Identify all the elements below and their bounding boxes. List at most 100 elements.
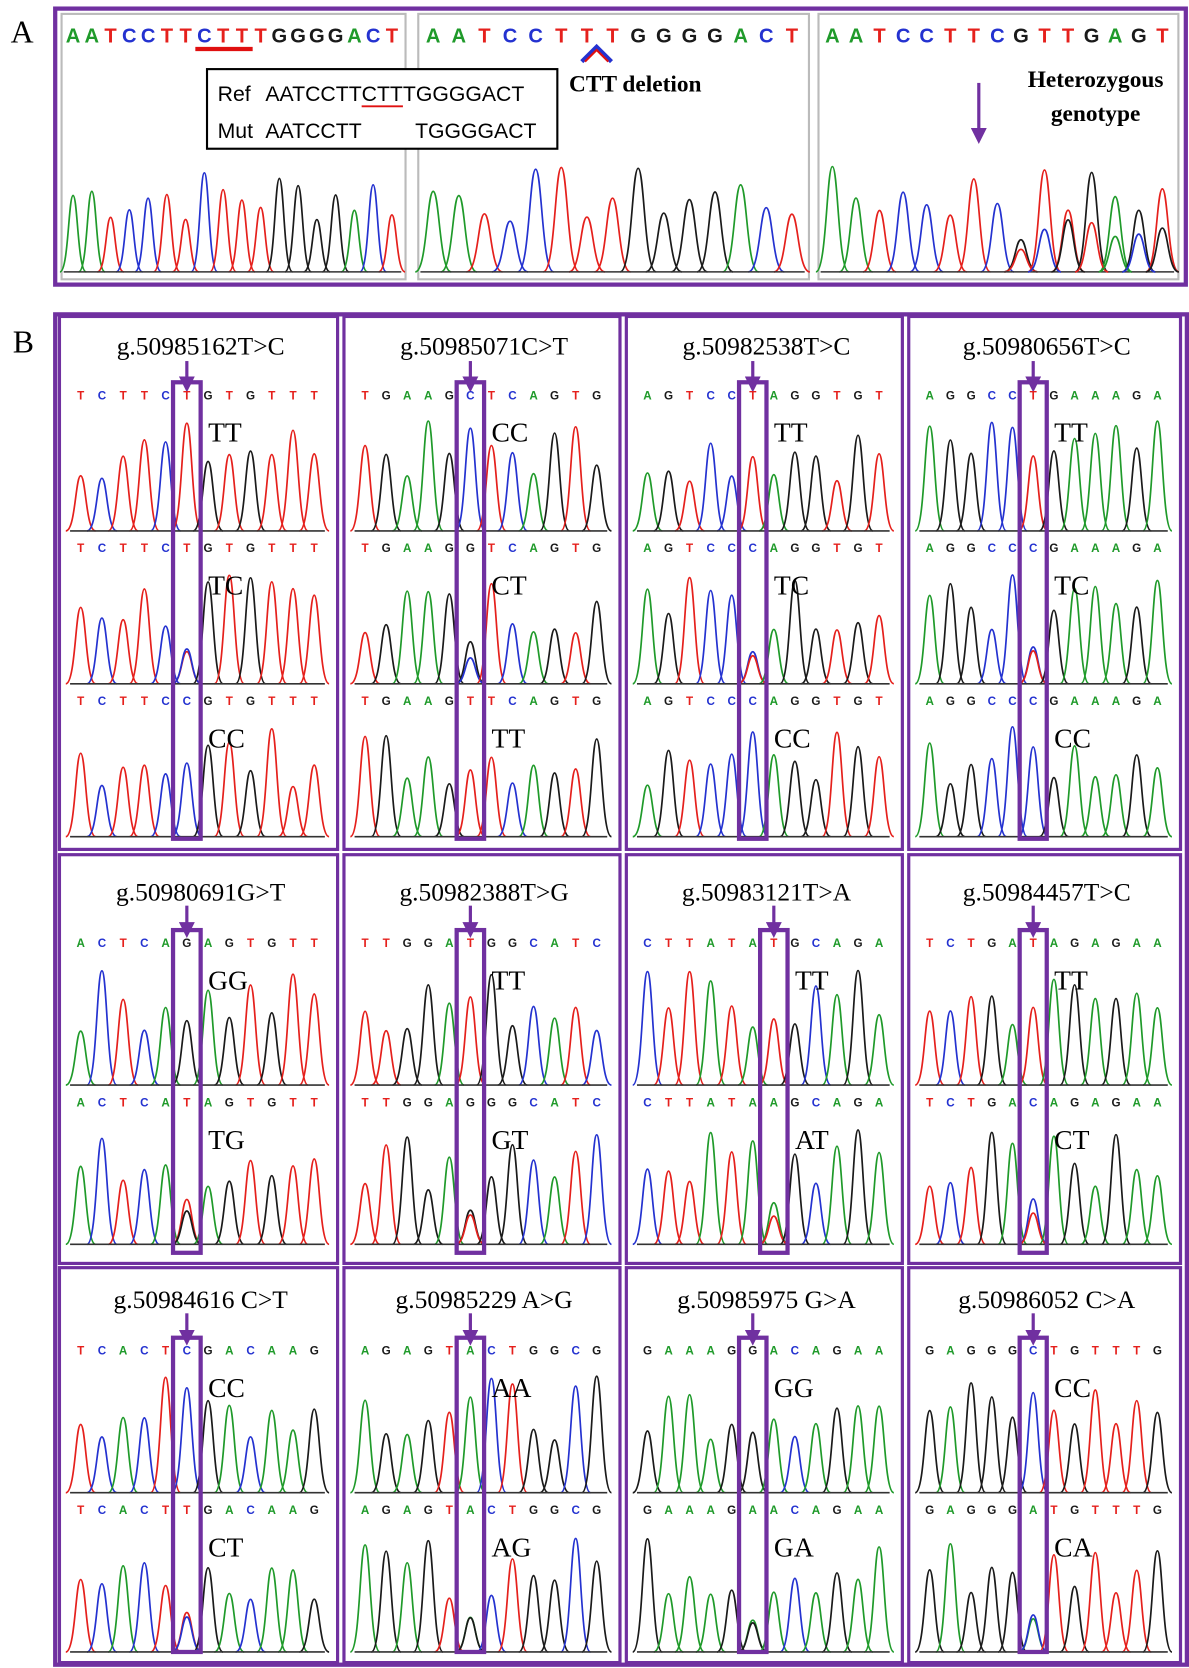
chromatogram-peak xyxy=(498,453,527,531)
base-sequence: TGAAGGTCAGTG xyxy=(362,542,602,555)
cell-border xyxy=(59,855,337,1264)
genotype-label: TT xyxy=(774,417,808,448)
base-sequence: GAGGGCTGTTTG xyxy=(925,1345,1162,1358)
chromatogram-peak xyxy=(414,592,443,684)
base-sequence: AGGCCCGAAAGA xyxy=(925,695,1162,708)
chromatogram-peak xyxy=(299,595,329,684)
chromatogram-peak xyxy=(1081,433,1110,530)
chromatogram-peak xyxy=(717,1152,746,1244)
chromatogram-peak xyxy=(540,433,569,531)
cell-border xyxy=(59,1268,337,1663)
chromatogram-peak xyxy=(561,1538,590,1651)
chromatogram-peak xyxy=(193,1186,223,1244)
chromatogram-peak xyxy=(66,1580,96,1652)
chromatogram-peak xyxy=(456,770,485,837)
chromatogram-peak xyxy=(654,751,683,837)
chromatogram-peak xyxy=(214,455,244,531)
ref-label: Ref xyxy=(218,83,251,106)
genotype-label: CT xyxy=(1054,1124,1089,1155)
chromatogram-peak xyxy=(1146,189,1179,272)
chromatogram-peak xyxy=(299,994,329,1085)
chromatogram-peak xyxy=(371,1551,400,1652)
chromatogram-peak xyxy=(519,1007,548,1086)
chromatogram-peak xyxy=(108,1566,138,1652)
chromatogram-peak xyxy=(822,1573,851,1652)
base-sequence: TCTTCCGTGTTT xyxy=(77,695,318,708)
chromatogram-peak xyxy=(172,1388,202,1493)
genotype-label: TT xyxy=(208,417,242,448)
chromatogram-peak xyxy=(801,1424,830,1493)
chromatogram-peak xyxy=(981,204,1014,272)
chromatogram-peak xyxy=(379,215,405,272)
chromatogram-peak xyxy=(108,456,138,531)
chromatogram-peak xyxy=(371,1145,400,1244)
variant-highlight xyxy=(1020,1338,1047,1652)
chromatogram-peak xyxy=(998,727,1027,837)
chromatogram-peak xyxy=(87,618,117,684)
chromatogram-peak xyxy=(193,1401,223,1493)
base-sequence: ACTCAGAGTGTT xyxy=(76,937,317,950)
chromatogram-peak xyxy=(66,1425,96,1493)
chromatogram-peak xyxy=(748,208,784,272)
chromatogram-peak xyxy=(477,757,506,836)
chromatogram-peak xyxy=(135,198,161,272)
chromatogram-peak xyxy=(66,476,96,531)
chromatogram-peak xyxy=(633,473,662,531)
chromatogram-peak xyxy=(1060,985,1089,1085)
chromatogram-peak xyxy=(561,1007,590,1085)
chromatogram-peak xyxy=(540,1018,569,1085)
genotype-label: CC xyxy=(1054,722,1091,753)
variant-highlight xyxy=(1020,382,1047,838)
chromatogram-peak xyxy=(130,589,160,684)
variant-highlight xyxy=(457,1338,484,1652)
chromatogram-peak xyxy=(191,173,217,272)
genotype-label: TT xyxy=(795,965,829,996)
chromatogram-peak xyxy=(957,179,990,272)
base-sequence: TGAAGCTCAGTG xyxy=(362,389,602,402)
chromatogram-peak xyxy=(130,1563,160,1652)
genotype-label: CT xyxy=(208,1531,243,1562)
chromatogram-peak xyxy=(561,1386,590,1493)
chromatogram-peak xyxy=(130,440,160,531)
chromatogram-peak xyxy=(977,1397,1006,1493)
genotype-label: TT xyxy=(1054,965,1088,996)
chromatogram-peak xyxy=(582,1135,611,1245)
chromatogram-peak xyxy=(1102,999,1131,1085)
chromatogram-peak xyxy=(108,767,138,836)
chromatogram-peak xyxy=(151,442,181,531)
chromatogram-peak xyxy=(759,1419,788,1492)
chromatogram-peak xyxy=(595,198,631,272)
chromatogram-peak xyxy=(561,1151,590,1244)
base-sequence: AATCCTTCTTTGGGGACT xyxy=(66,26,399,48)
base-sequence: AGTCCCAGGTGT xyxy=(643,695,882,708)
chromatogram-peak xyxy=(697,192,733,272)
chromatogram-peak xyxy=(1122,993,1151,1085)
chromatogram-peak xyxy=(360,185,386,272)
chromatogram-peak xyxy=(780,1154,809,1244)
chromatogram-peak xyxy=(675,1395,704,1493)
chromatogram-peak xyxy=(392,1137,421,1244)
chromatogram-peak xyxy=(936,1011,965,1085)
chromatogram-peak xyxy=(130,765,160,836)
chromatogram-peak xyxy=(696,591,725,684)
chromatogram-peak xyxy=(864,616,893,684)
genotype-label: GA xyxy=(774,1531,814,1562)
chromatogram-peak xyxy=(519,765,548,836)
mut-label: Mut xyxy=(218,120,253,143)
chromatogram-peak xyxy=(350,1011,379,1085)
variant-highlight xyxy=(739,1338,766,1652)
chromatogram-peak xyxy=(299,1159,329,1244)
chromatogram-peak xyxy=(1081,587,1110,684)
variant-highlight xyxy=(1020,930,1047,1253)
chromatogram-peak xyxy=(633,1539,662,1652)
chromatogram-peak xyxy=(278,1570,308,1652)
variant-highlight xyxy=(760,930,787,1253)
chromatogram-peak xyxy=(1028,170,1061,272)
chromatogram-peak xyxy=(498,1145,527,1245)
chromatogram-peak xyxy=(1143,1551,1172,1652)
subpanel-frame xyxy=(818,14,1178,279)
chromatogram-peak xyxy=(696,981,725,1085)
